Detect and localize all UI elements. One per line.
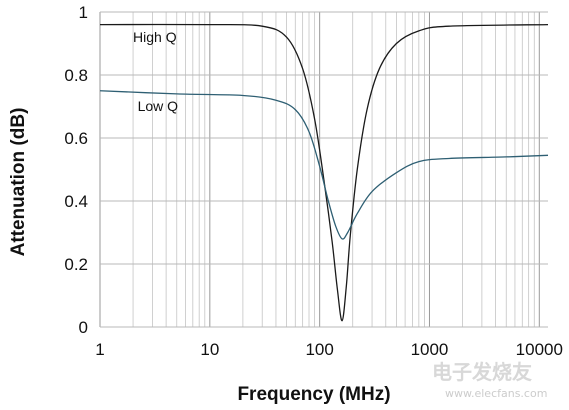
series-labels: High Q Low Q [133, 29, 178, 114]
series-label-low-q: Low Q [138, 98, 179, 114]
x-axis-title: Frequency (MHz) [237, 384, 390, 405]
tick-labels: 1 10 100 1000 10000 0 0.2 0.4 0.6 0.8 1 [64, 3, 563, 359]
x-tick-label: 10 [200, 340, 219, 359]
y-tick-label: 0.8 [64, 66, 88, 85]
x-tick-label: 10000 [516, 340, 563, 359]
series-label-high-q: High Q [133, 29, 177, 45]
series-line-low-q [99, 90, 549, 240]
y-tick-label: 0.2 [64, 255, 88, 274]
y-tick-label: 0.4 [64, 192, 88, 211]
watermark-subtext: www.elecfans.com [445, 387, 547, 400]
y-axis-title: Attenuation (dB) [8, 108, 29, 257]
series-layer [99, 23, 549, 322]
y-tick-label: 0 [79, 318, 88, 337]
watermark: 电子发烧友 www.elecfans.com [432, 360, 547, 400]
watermark-text: 电子发烧友 [432, 360, 532, 384]
x-tick-label: 1000 [411, 340, 449, 359]
y-tick-label: 1 [79, 3, 88, 22]
grid [99, 11, 548, 328]
x-tick-label: 100 [305, 340, 333, 359]
x-tick-label: 1 [95, 340, 104, 359]
y-tick-label: 0.6 [64, 129, 88, 148]
series-line-high-q [99, 23, 549, 322]
